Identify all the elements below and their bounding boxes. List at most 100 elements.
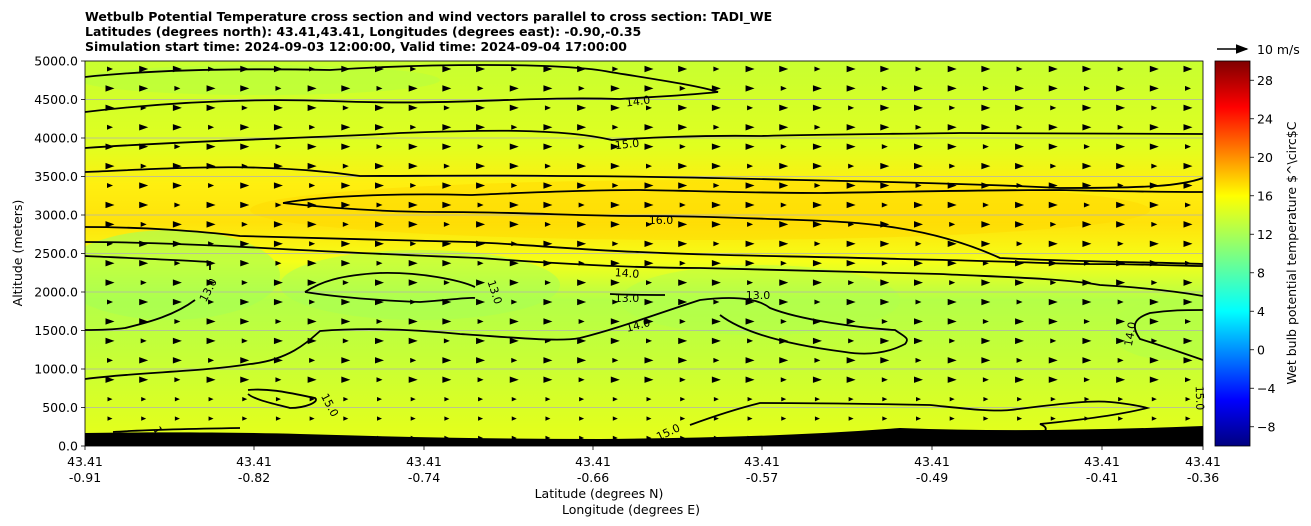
wind-vector (107, 299, 113, 305)
wind-vector (983, 396, 989, 402)
wind-vector (679, 318, 686, 324)
wind-vector (511, 299, 518, 305)
contour-line (85, 297, 908, 380)
wind-vector (341, 357, 351, 364)
wind-vector (309, 124, 316, 130)
wind-vector (342, 280, 349, 286)
wind-vector (779, 124, 789, 131)
x-tick-label-lon: -0.82 (238, 470, 270, 485)
colorbar-tick-label: 20 (1257, 150, 1273, 165)
wind-vector (1050, 163, 1057, 169)
wind-vector (646, 416, 652, 421)
wind-vector (680, 396, 686, 402)
wind-vector (1151, 280, 1158, 286)
wind-vector (240, 298, 250, 306)
wind-vector (273, 104, 283, 112)
wind-vector (779, 357, 789, 364)
wind-vector (105, 376, 115, 383)
wind-vector (1048, 376, 1058, 383)
wind-vector (545, 396, 551, 402)
x-tick-label-lat: 43.41 (406, 454, 442, 469)
wind-vector (307, 260, 317, 267)
wind-vector (814, 241, 821, 247)
wind-vector (610, 104, 620, 112)
wind-vector (139, 85, 149, 92)
wind-vector (1082, 162, 1092, 170)
wind-vector (914, 376, 923, 383)
wind-vector (208, 357, 215, 363)
wind-vector (610, 201, 620, 209)
wind-vector (140, 280, 147, 286)
wind-vector (880, 298, 890, 306)
wind-vector (208, 416, 214, 421)
y-tick-label: 0.0 (58, 439, 78, 454)
wind-vector (1183, 104, 1193, 112)
wind-vector (947, 240, 957, 247)
wind-vector (914, 337, 923, 345)
wind-vector (105, 201, 115, 209)
wind-vector (408, 85, 418, 92)
wind-vector (273, 182, 283, 189)
wind-vector (376, 260, 383, 266)
wind-vector (812, 221, 822, 228)
wind-vector (915, 183, 922, 189)
wind-vector (1185, 318, 1191, 324)
contour-line (112, 427, 241, 433)
wind-vector (105, 318, 115, 325)
wind-vector (511, 124, 518, 130)
wind-vector (610, 260, 620, 267)
wind-vector (107, 183, 113, 189)
wind-vector (745, 85, 755, 92)
wind-vector (713, 183, 720, 189)
wind-vector (1116, 221, 1126, 228)
wind-vector (947, 124, 957, 131)
wind-vector (511, 357, 518, 363)
wind-vector (240, 376, 250, 383)
wind-vector (208, 183, 215, 189)
wind-vector (545, 416, 551, 421)
wind-vector (612, 396, 618, 402)
wind-vector (846, 357, 856, 364)
wind-vector (375, 337, 384, 345)
wind-vector (812, 337, 822, 345)
wind-vector (375, 182, 384, 189)
wind-vector (141, 396, 147, 402)
wind-vector (981, 357, 991, 364)
wind-vector (1015, 376, 1025, 383)
wind-vector (1116, 318, 1126, 325)
wind-vector (1183, 65, 1193, 73)
wind-vector (139, 376, 149, 383)
wind-vector (139, 357, 149, 364)
wind-vector (206, 376, 216, 383)
wind-vector (242, 396, 248, 402)
wind-vector (612, 124, 619, 130)
wind-vector (476, 279, 486, 286)
wind-vector (846, 143, 856, 150)
wind-vector (307, 85, 317, 92)
wind-vector (206, 337, 216, 345)
contour-label: 14.0 (1122, 321, 1139, 347)
wind-vector (846, 85, 856, 92)
contour-line (85, 241, 1203, 297)
wind-vector (1015, 85, 1025, 92)
contour-line (85, 166, 1203, 189)
wind-vector (780, 85, 787, 91)
wind-vector (410, 396, 416, 402)
wind-vector (544, 221, 551, 227)
wind-vector (442, 85, 452, 92)
wind-vector (375, 279, 384, 286)
wind-vector (577, 357, 587, 364)
wind-vector (745, 376, 755, 383)
wind-vector (880, 240, 890, 247)
wind-vector (812, 201, 822, 209)
wind-vector (949, 416, 955, 421)
wind-vector (610, 376, 620, 383)
x-tick-label-lat: 43.41 (67, 454, 103, 469)
wind-vector (275, 144, 282, 150)
wind-vector (1017, 416, 1023, 421)
wind-vector (610, 162, 620, 170)
wind-vector (915, 241, 922, 247)
wind-vector (1149, 318, 1159, 325)
wind-vector (713, 124, 720, 130)
wind-vector (442, 143, 452, 150)
